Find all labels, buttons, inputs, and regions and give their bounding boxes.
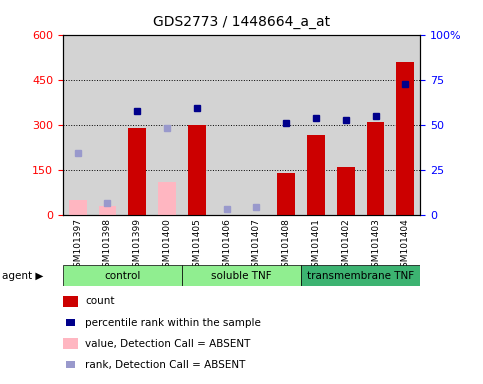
Text: rank, Detection Call = ABSENT: rank, Detection Call = ABSENT [85,360,246,370]
Bar [367,122,384,215]
Bar [128,128,146,215]
Bar [301,265,420,286]
Text: count: count [85,296,115,306]
Bar [158,182,176,215]
Bar [307,135,325,215]
Bar [69,200,86,215]
Text: GDS2773 / 1448664_a_at: GDS2773 / 1448664_a_at [153,15,330,29]
Text: transmembrane TNF: transmembrane TNF [307,270,414,281]
Bar [188,125,206,215]
Bar [277,173,295,215]
Bar [182,265,301,286]
Text: agent ▶: agent ▶ [2,270,44,281]
Text: value, Detection Call = ABSENT: value, Detection Call = ABSENT [85,339,251,349]
Text: control: control [104,270,141,281]
Text: soluble TNF: soluble TNF [211,270,272,281]
Bar [397,62,414,215]
Bar [99,206,116,215]
Text: percentile rank within the sample: percentile rank within the sample [85,318,261,328]
Bar [63,265,182,286]
Bar [337,167,355,215]
